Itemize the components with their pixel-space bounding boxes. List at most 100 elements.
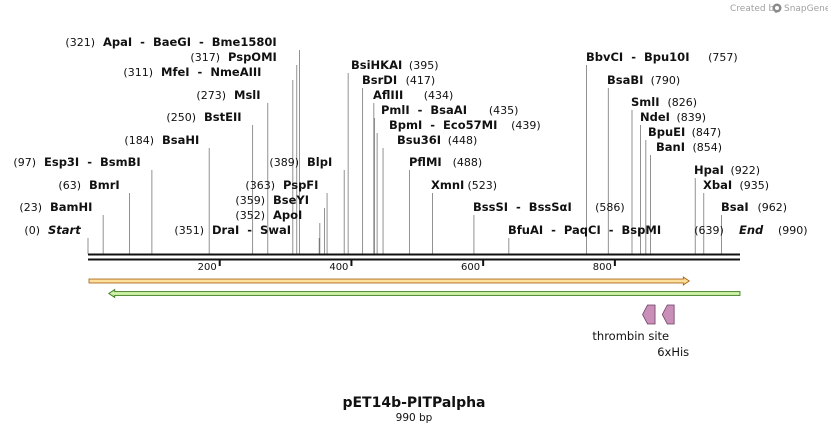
ruler-tick: 400	[329, 260, 353, 273]
enzyme-site[interactable]: BfuAI - PaqCI - BspMI (639)	[508, 223, 724, 237]
enzyme-name[interactable]: XmnI	[431, 178, 464, 192]
feature-label: thrombin site	[592, 329, 669, 343]
ruler-tick: 800	[593, 260, 616, 273]
ruler-tick-label: 600	[461, 262, 480, 273]
enzyme-name[interactable]: PmlI - BsaAI	[381, 103, 467, 117]
end-label: End	[739, 223, 764, 237]
enzyme-site[interactable]: PmlI - BsaAI (435)	[381, 103, 518, 117]
enzyme-site[interactable]: (97) Esp3I - BsmBI	[13, 155, 140, 169]
enzyme-site[interactable]: (389) BlpI	[269, 155, 332, 169]
start-label: Start	[48, 223, 81, 237]
enzyme-site[interactable]: Bsu36I (448)	[397, 133, 477, 147]
enzyme-name[interactable]: BsaHI	[162, 133, 199, 147]
enzyme-name[interactable]: ApoI	[273, 208, 302, 222]
enzyme-site[interactable]: BbvCI - Bpu10I (757)	[586, 50, 738, 64]
feature-tag-shape[interactable]	[661, 304, 675, 325]
enzyme-name[interactable]: HpaI	[694, 163, 724, 177]
enzyme-leaders	[87, 50, 722, 254]
enzyme-position: (250)	[166, 111, 196, 124]
enzyme-site[interactable]: XbaI (935)	[703, 178, 769, 192]
enzyme-name[interactable]: BsaBI	[607, 73, 643, 87]
enzyme-name[interactable]: BmrI	[89, 178, 120, 192]
enzyme-site[interactable]: BsiHKAI (395)	[351, 58, 439, 72]
enzyme-name[interactable]: PspFI	[283, 178, 318, 192]
enzyme-position: (435)	[489, 104, 519, 117]
enzyme-name[interactable]: BsrDI	[362, 73, 397, 87]
enzyme-site[interactable]: (63) BmrI	[58, 178, 119, 192]
enzyme-name[interactable]: MslI	[234, 88, 261, 102]
enzyme-site[interactable]: (351) DraI - SwaI	[174, 223, 291, 237]
enzyme-name[interactable]: NdeI	[640, 110, 670, 124]
enzyme-name[interactable]: PflMI	[409, 155, 442, 169]
enzyme-site[interactable]: BsrDI (417)	[362, 73, 435, 87]
enzyme-site[interactable]: (352) ApoI	[235, 208, 302, 222]
enzyme-name[interactable]: ApaI - BaeGI - Bme1580I	[103, 35, 277, 49]
enzyme-name[interactable]: BfuAI - PaqCI - BspMI	[508, 223, 661, 237]
enzyme-site[interactable]: (317) PspOMI	[190, 50, 276, 64]
enzyme-position: (317)	[190, 51, 220, 64]
enzyme-name[interactable]: BbvCI - Bpu10I	[586, 50, 689, 64]
enzyme-site[interactable]: (23) BamHI	[19, 200, 92, 214]
credit: Created by SnapGene	[730, 3, 828, 14]
reverse-feature-arrow[interactable]	[108, 288, 741, 299]
enzyme-name[interactable]: SmlI	[631, 95, 660, 109]
enzyme-name[interactable]: BsaI	[721, 200, 749, 214]
enzyme-site[interactable]: SmlI (826)	[631, 95, 697, 109]
ruler: 200 400 600 800	[198, 260, 616, 273]
enzyme-position: (639)	[694, 224, 724, 237]
enzyme-name[interactable]: BanI	[656, 140, 685, 154]
enzyme-position: (273)	[196, 89, 226, 102]
enzyme-site[interactable]: NdeI (839)	[640, 110, 706, 124]
sequence-backbone	[88, 253, 740, 261]
forward-feature-arrow[interactable]	[88, 276, 691, 286]
enzyme-site[interactable]: BpuEI (847)	[648, 125, 721, 139]
start-position: (0)	[24, 224, 40, 237]
enzyme-site[interactable]: (363) PspFI	[245, 178, 318, 192]
enzyme-position: (389)	[269, 156, 299, 169]
enzyme-position: (523)	[468, 179, 498, 192]
feature-tag[interactable]: thrombin site	[592, 304, 669, 343]
features: thrombin site 6xHis	[88, 276, 741, 359]
enzyme-site[interactable]: BssSI - BssSαI (586)	[473, 200, 625, 214]
enzyme-name[interactable]: BsiHKAI	[351, 58, 402, 72]
enzyme-site[interactable]: (311) MfeI - NmeAIII	[123, 65, 261, 79]
enzyme-labels: (321) ApaI - BaeGI - Bme1580I(317) PspOMI(…	[13, 35, 807, 237]
enzyme-name[interactable]: DraI - SwaI	[212, 223, 291, 237]
enzyme-name[interactable]: BssSI - BssSαI	[473, 200, 572, 214]
enzyme-name[interactable]: BlpI	[307, 155, 332, 169]
enzyme-name[interactable]: BpmI - Eco57MI	[389, 118, 497, 132]
enzyme-name[interactable]: BseYI	[273, 193, 309, 207]
enzyme-site[interactable]: BsaBI (790)	[607, 73, 680, 87]
enzyme-site[interactable]: (321) ApaI - BaeGI - Bme1580I	[65, 35, 276, 49]
enzyme-site[interactable]: BpmI - Eco57MI (439)	[389, 118, 541, 132]
enzyme-position: (839)	[677, 111, 707, 124]
enzyme-site[interactable]: HpaI (922)	[694, 163, 760, 177]
enzyme-name[interactable]: BstEII	[204, 110, 242, 124]
enzyme-position: (311)	[123, 66, 153, 79]
enzyme-position: (63)	[58, 179, 81, 192]
feature-tag-shape[interactable]	[642, 304, 656, 325]
enzyme-name[interactable]: BamHI	[50, 200, 92, 214]
enzyme-site[interactable]: (359) BseYI	[235, 193, 309, 207]
enzyme-site[interactable]: (273) MslI	[196, 88, 260, 102]
enzyme-name[interactable]: AflIII	[373, 88, 403, 102]
enzyme-site[interactable]: AflIII (434)	[373, 88, 453, 102]
end-position: (990)	[778, 224, 808, 237]
plasmid-name: pET14b-PITPalpha	[342, 395, 485, 411]
enzyme-site[interactable]: PflMI (488)	[409, 155, 482, 169]
enzyme-site[interactable]: (250) BstEII	[166, 110, 241, 124]
enzyme-position: (97)	[13, 156, 36, 169]
enzyme-site[interactable]: (184) BsaHI	[124, 133, 199, 147]
enzyme-name[interactable]: XbaI	[703, 178, 732, 192]
enzyme-name[interactable]: Bsu36I	[397, 133, 441, 147]
enzyme-site[interactable]: BanI (854)	[656, 140, 722, 154]
enzyme-site[interactable]: BsaI (962)	[721, 200, 787, 214]
enzyme-name[interactable]: PspOMI	[228, 50, 277, 64]
enzyme-name[interactable]: BpuEI	[648, 125, 685, 139]
enzyme-name[interactable]: Esp3I - BsmBI	[44, 155, 141, 169]
enzyme-site[interactable]: XmnI (523)	[431, 178, 497, 192]
enzyme-position: (854)	[693, 141, 723, 154]
feature-tag[interactable]: 6xHis	[657, 304, 689, 359]
enzyme-position: (847)	[692, 126, 722, 139]
enzyme-name[interactable]: MfeI - NmeAIII	[161, 65, 261, 79]
